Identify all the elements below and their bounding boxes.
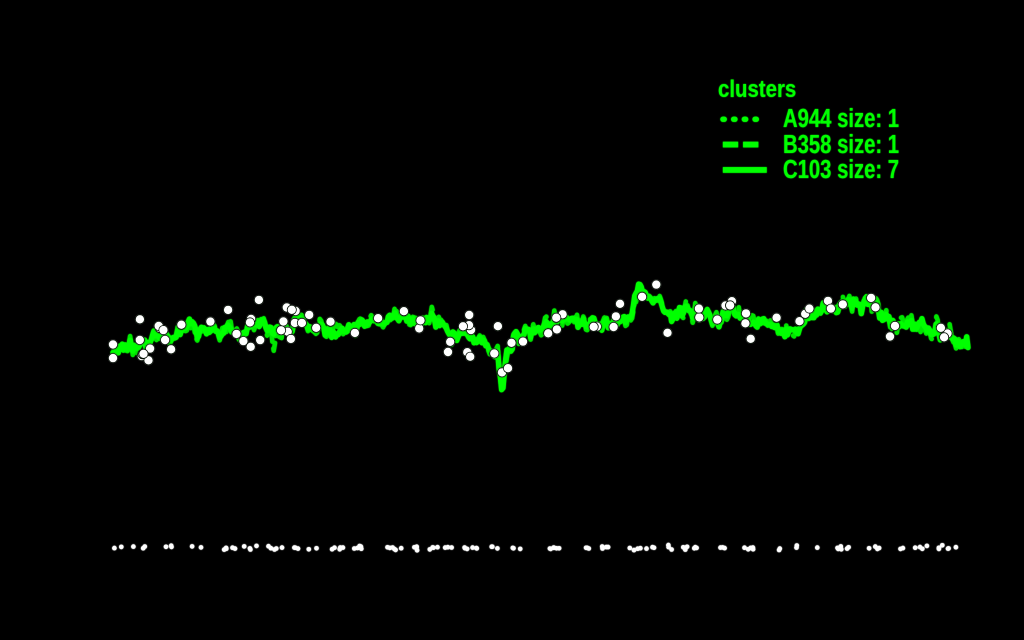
- svg-text:A944 size: 1: A944 size: 1: [783, 104, 899, 133]
- svg-text:C103 size: 7: C103 size: 7: [783, 155, 899, 184]
- svg-text:clusters: clusters: [718, 75, 796, 102]
